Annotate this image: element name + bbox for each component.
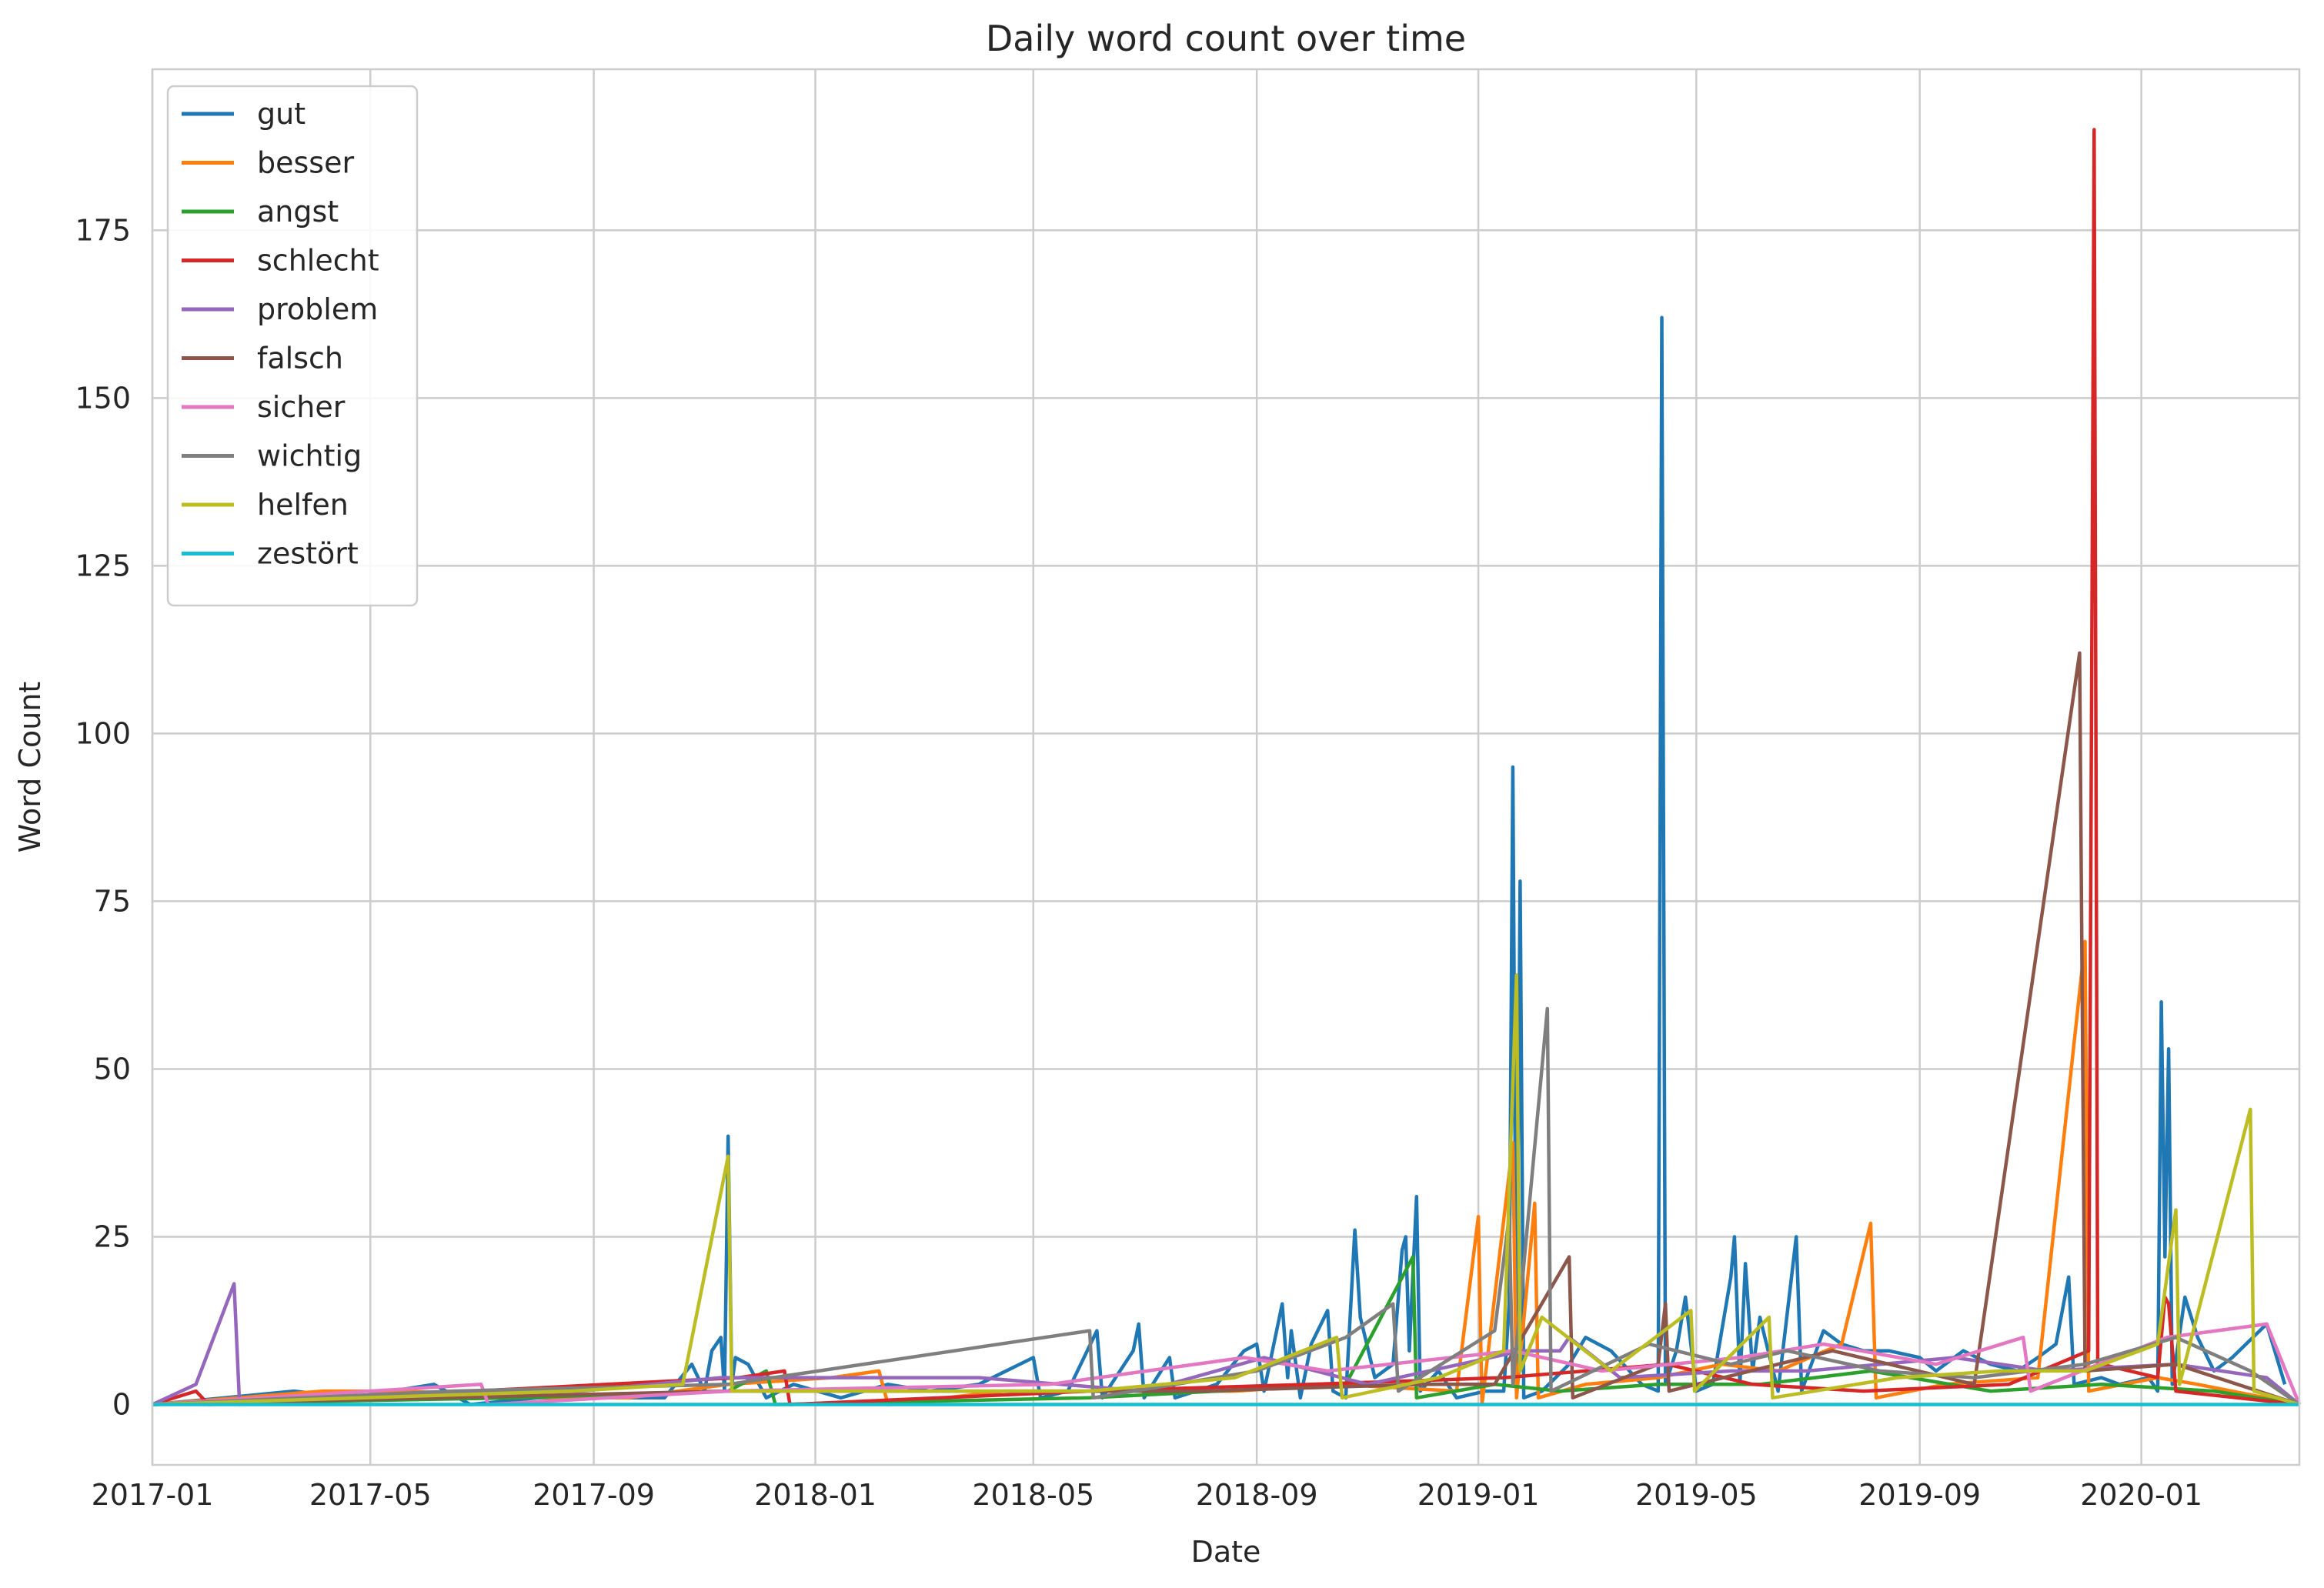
legend-label-angst: angst — [257, 195, 339, 229]
y-tick-label: 175 — [75, 213, 131, 247]
tick-labels: 2017-01 2017-05 2017-09 2018-01 2018-05 2018-… — [75, 213, 2202, 1512]
x-tick-label: 2017-09 — [533, 1478, 655, 1512]
series-line-wichtig — [152, 1006, 2301, 1406]
legend-label-helfen: helfen — [257, 488, 349, 522]
legend-label-besser: besser — [257, 146, 354, 180]
series-lines — [152, 128, 2302, 1406]
y-tick-label: 75 — [94, 884, 131, 918]
plot-frame — [151, 68, 2301, 1466]
x-tick-label: 2017-05 — [309, 1478, 432, 1512]
x-tick-label: 2019-05 — [1635, 1478, 1758, 1512]
series-line-besser — [152, 939, 2300, 1406]
chart-title: Daily word count over time — [986, 18, 1466, 59]
series-line-schlecht — [152, 128, 2300, 1406]
y-tick-label: 25 — [94, 1219, 131, 1253]
legend-box — [166, 85, 419, 607]
x-tick-label: 2019-09 — [1858, 1478, 1981, 1512]
y-tick-label: 150 — [75, 381, 131, 415]
legend-label-zestört: zestört — [257, 537, 359, 571]
y-axis-title: Word Count — [13, 682, 47, 853]
legend: gut besser angst schlecht problem falsch siche… — [166, 85, 419, 607]
x-tick-label: 2017-01 — [92, 1478, 214, 1512]
x-tick-label: 2018-09 — [1196, 1478, 1318, 1512]
series-line-helfen — [152, 973, 2300, 1406]
legend-label-schlecht: schlecht — [257, 244, 379, 278]
y-tick-label: 50 — [94, 1052, 131, 1086]
legend-label-problem: problem — [257, 292, 378, 326]
x-tick-label: 2020-01 — [2080, 1478, 2202, 1512]
x-tick-label: 2018-05 — [972, 1478, 1094, 1512]
x-tick-label: 2018-01 — [754, 1478, 877, 1512]
x-tick-label: 2019-01 — [1417, 1478, 1540, 1512]
y-tick-label: 0 — [112, 1388, 131, 1422]
y-tick-label: 100 — [75, 716, 131, 750]
legend-label-sicher: sicher — [257, 390, 346, 424]
legend-label-gut: gut — [257, 97, 306, 131]
y-tick-label: 125 — [75, 549, 131, 582]
legend-label-falsch: falsch — [257, 342, 343, 375]
series-line-sicher — [152, 1322, 2302, 1406]
legend-label-wichtig: wichtig — [257, 439, 362, 473]
x-axis-title: Date — [1191, 1535, 1261, 1569]
